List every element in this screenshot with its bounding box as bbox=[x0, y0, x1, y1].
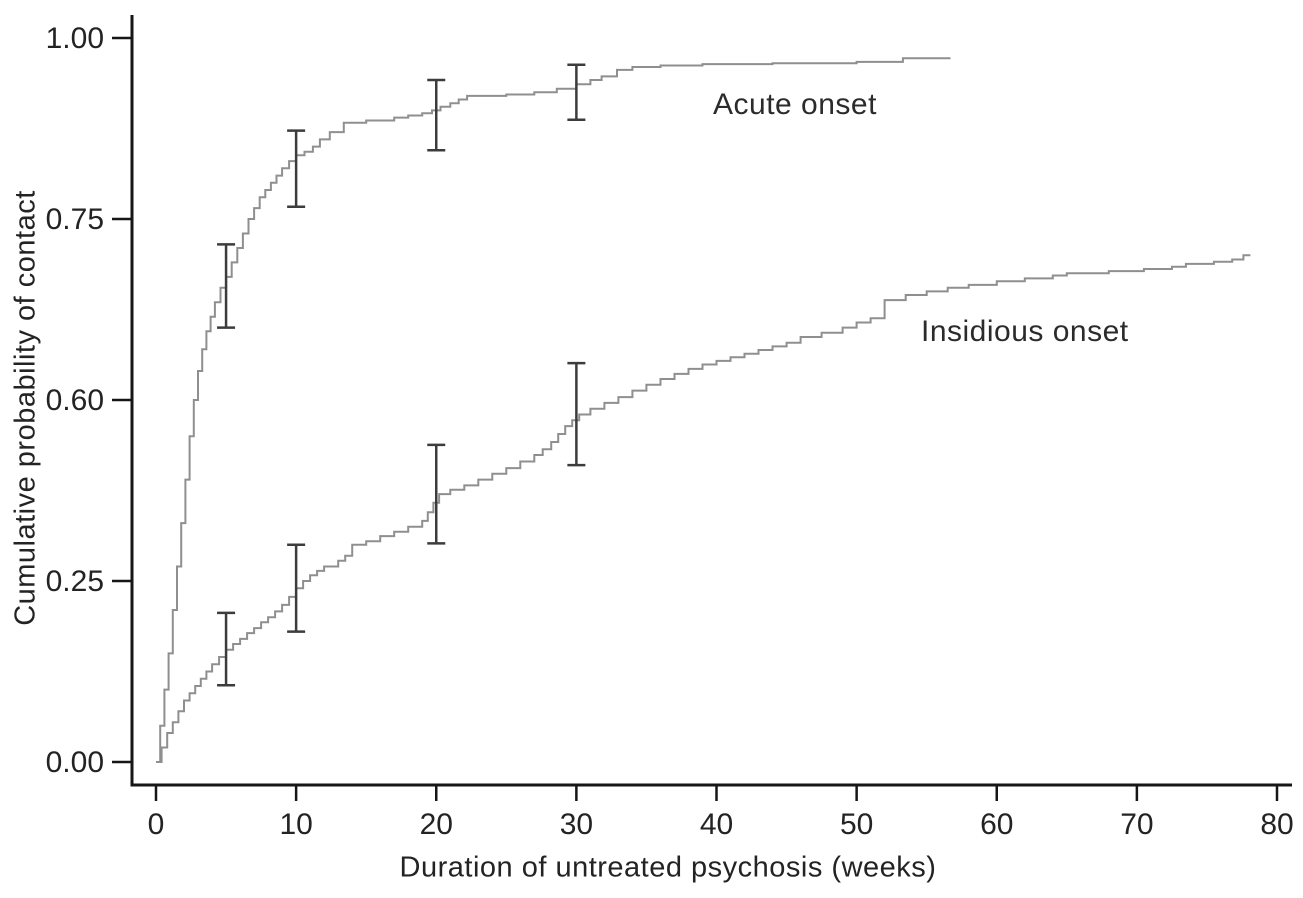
insidious-error-bar-week-10 bbox=[287, 543, 306, 633]
x-axis-title: Duration of untreated psychosis (weeks) bbox=[399, 851, 937, 884]
axis-frame bbox=[130, 15, 1292, 787]
insidious-error-bar-week-5 bbox=[217, 611, 236, 687]
y-tick-label: 0.00 bbox=[46, 746, 104, 779]
acute-onset-curve bbox=[156, 57, 951, 763]
acute-error-bar-week-30 bbox=[567, 63, 586, 122]
x-tick-label: 10 bbox=[279, 808, 312, 841]
y-axis-title: Cumulative probability of contact bbox=[9, 190, 42, 626]
insidious-onset-curve bbox=[156, 254, 1251, 763]
x-tick-label: 60 bbox=[980, 808, 1013, 841]
acute-error-bar-week-5 bbox=[217, 243, 236, 329]
x-tick-label: 20 bbox=[420, 808, 453, 841]
x-tick-label: 70 bbox=[1120, 808, 1153, 841]
acute-error-bar-week-10 bbox=[287, 129, 306, 208]
x-tick-label: 30 bbox=[560, 808, 593, 841]
insidious-onset-curve-label: Insidious onset bbox=[921, 315, 1129, 348]
x-tick-label: 40 bbox=[700, 808, 733, 841]
x-tick-label: 80 bbox=[1260, 808, 1293, 841]
acute-onset-curve-label: Acute onset bbox=[713, 88, 877, 121]
insidious-error-bar-week-20 bbox=[427, 443, 446, 545]
y-tick-label: 0.25 bbox=[46, 565, 104, 598]
x-tick-label: 50 bbox=[840, 808, 873, 841]
acute-error-bar-week-20 bbox=[427, 78, 446, 152]
insidious-error-bar-week-30 bbox=[567, 361, 586, 467]
y-tick-label: 0.60 bbox=[46, 384, 104, 417]
y-tick-label: 0.75 bbox=[46, 203, 104, 236]
y-tick-label: 1.00 bbox=[46, 22, 104, 55]
x-tick-label: 0 bbox=[148, 808, 165, 841]
